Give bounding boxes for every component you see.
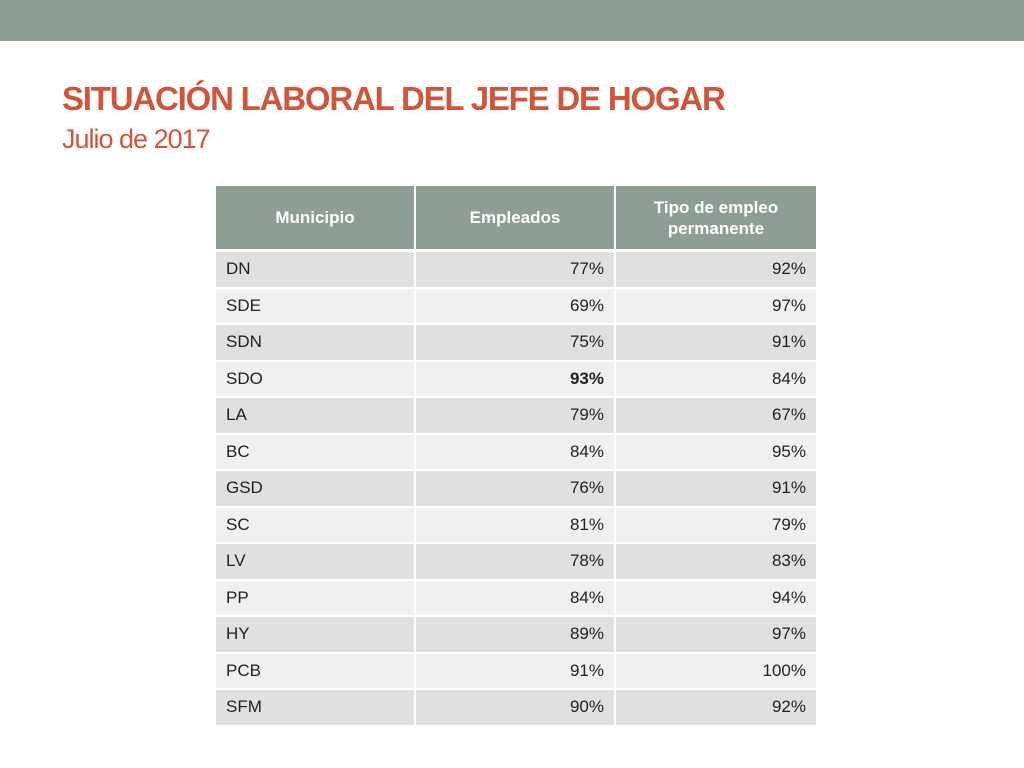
cell-tipo-empleo-permanente: 91% <box>614 323 816 361</box>
cell-municipio: PCB <box>216 651 415 689</box>
table-row: SC 81% 79% <box>216 505 816 543</box>
column-header-tipo-empleo-permanente: Tipo de empleo permanente <box>614 186 816 252</box>
table-row: LA 79% 67% <box>216 396 816 434</box>
cell-tipo-empleo-permanente: 79% <box>614 505 816 543</box>
top-accent-bar <box>0 0 1024 41</box>
slide-subtitle: Julio de 2017 <box>62 124 211 154</box>
cell-empleados: 76% <box>414 469 615 507</box>
cell-empleados: 69% <box>414 286 615 324</box>
table-row: DN 77% 92% <box>216 249 816 288</box>
table-row: HY 89% 97% <box>216 615 816 653</box>
column-header-municipio: Municipio <box>216 186 415 252</box>
employment-table: Municipio Empleados Tipo de empleo perma… <box>216 186 816 725</box>
cell-empleados: 91% <box>414 651 615 689</box>
cell-empleados: 89% <box>414 615 615 653</box>
table-row: SDE 69% 97% <box>216 286 816 324</box>
cell-empleados: 75% <box>414 323 615 361</box>
cell-municipio: GSD <box>216 469 415 507</box>
cell-tipo-empleo-permanente: 97% <box>614 615 816 653</box>
column-header-empleados: Empleados <box>414 186 615 252</box>
table-row: SDO 93% 84% <box>216 359 816 397</box>
cell-tipo-empleo-permanente: 83% <box>614 542 816 580</box>
cell-tipo-empleo-permanente: 95% <box>614 432 816 470</box>
table-row: BC 84% 95% <box>216 432 816 470</box>
table-body: DN 77% 92% SDE 69% 97% SDN 75% 91% SDO 93% 84% LA 79%… <box>216 249 816 725</box>
cell-tipo-empleo-permanente: 92% <box>614 688 816 725</box>
cell-tipo-empleo-permanente: 91% <box>614 469 816 507</box>
slide-title: SITUACIÓN LABORAL DEL JEFE DE HOGAR <box>62 80 726 117</box>
table-row: GSD 76% 91% <box>216 469 816 507</box>
table-row: SDN 75% 91% <box>216 323 816 361</box>
cell-empleados: 84% <box>414 578 615 616</box>
cell-municipio: LV <box>216 542 415 580</box>
cell-municipio: PP <box>216 578 415 616</box>
table-row: PP 84% 94% <box>216 578 816 616</box>
cell-empleados: 90% <box>414 688 615 725</box>
cell-empleados: 77% <box>414 249 615 288</box>
cell-municipio: SC <box>216 505 415 543</box>
cell-empleados: 84% <box>414 432 615 470</box>
cell-empleados: 78% <box>414 542 615 580</box>
cell-municipio: SDE <box>216 286 415 324</box>
cell-tipo-empleo-permanente: 92% <box>614 249 816 288</box>
cell-tipo-empleo-permanente: 94% <box>614 578 816 616</box>
cell-empleados: 81% <box>414 505 615 543</box>
cell-tipo-empleo-permanente: 100% <box>614 651 816 689</box>
table-header-row: Municipio Empleados Tipo de empleo perma… <box>216 186 816 252</box>
cell-municipio: DN <box>216 249 415 288</box>
table-row: SFM 90% 92% <box>216 688 816 725</box>
cell-empleados: 79% <box>414 396 615 434</box>
cell-municipio: SDN <box>216 323 415 361</box>
cell-empleados: 93% <box>414 359 615 397</box>
cell-municipio: SFM <box>216 688 415 725</box>
table-row: LV 78% 83% <box>216 542 816 580</box>
cell-municipio: HY <box>216 615 415 653</box>
cell-tipo-empleo-permanente: 97% <box>614 286 816 324</box>
cell-tipo-empleo-permanente: 84% <box>614 359 816 397</box>
table-row: PCB 91% 100% <box>216 651 816 689</box>
cell-tipo-empleo-permanente: 67% <box>614 396 816 434</box>
cell-municipio: SDO <box>216 359 415 397</box>
cell-municipio: BC <box>216 432 415 470</box>
cell-municipio: LA <box>216 396 415 434</box>
